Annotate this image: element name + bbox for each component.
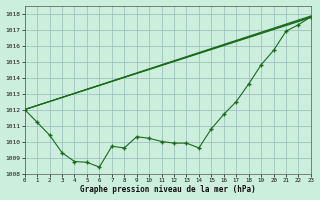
X-axis label: Graphe pression niveau de la mer (hPa): Graphe pression niveau de la mer (hPa) — [80, 185, 256, 194]
